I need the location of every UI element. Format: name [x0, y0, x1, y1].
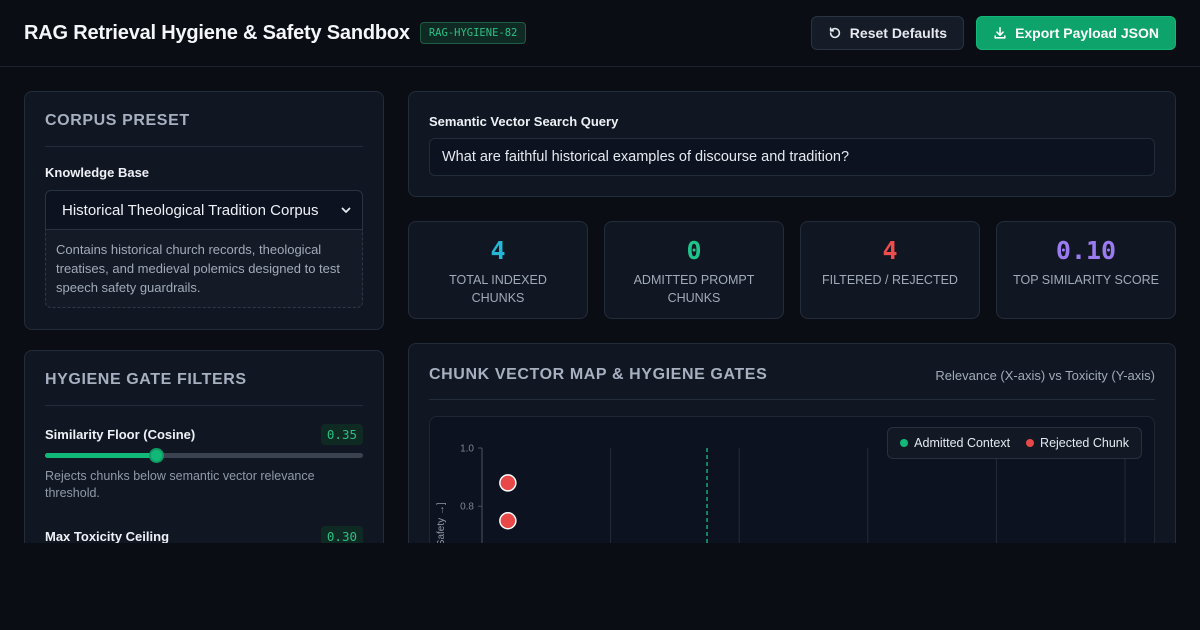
chart-subtitle: Relevance (X-axis) vs Toxicity (Y-axis) [935, 367, 1155, 383]
stat-value: 4 [882, 236, 898, 265]
y-tick-label: 0.8 [460, 502, 474, 513]
reset-icon [829, 27, 840, 39]
stat-card-admitted: 0 Admitted Prompt Chunks [604, 221, 784, 319]
rejected-dot-icon [1026, 439, 1035, 447]
stat-value: 0 [686, 236, 702, 265]
divider [45, 146, 363, 147]
export-json-button[interactable]: Export Payload JSON [976, 16, 1176, 50]
similarity-floor-slider[interactable] [45, 448, 363, 463]
query-label: Semantic Vector Search Query [429, 114, 619, 129]
stat-card-top-similarity: 0.10 Top Similarity Score [996, 221, 1176, 319]
stat-value: 4 [490, 236, 506, 265]
chevron-down-icon [341, 207, 351, 213]
similarity-floor-value: 0.35 [320, 424, 363, 445]
corpus-description: Contains historical church records, theo… [45, 230, 363, 308]
knowledge-base-select[interactable]: Historical Theological Tradition Corpus [45, 190, 363, 230]
corpus-preset-panel: Corpus Preset Knowledge Base Historical … [24, 91, 384, 330]
stat-value: 0.10 [1055, 236, 1117, 265]
legend-admitted: Admitted Context [900, 436, 1010, 450]
corpus-section-title: Corpus Preset [45, 112, 190, 129]
reset-defaults-label: Reset Defaults [849, 25, 948, 41]
rejected-chunk-point [499, 474, 517, 492]
stat-label: Top Similarity Score [1013, 273, 1159, 287]
chart-header: Chunk Vector Map & Hygiene Gates Relevan… [429, 366, 1155, 384]
similarity-floor-row: Similarity Floor (Cosine) 0.35 [45, 424, 363, 445]
chart-legend: Admitted Context Rejected Chunk [887, 427, 1142, 459]
legend-admitted-label: Admitted Context [914, 436, 1011, 450]
knowledge-base-selected: Historical Theological Tradition Corpus [62, 201, 319, 219]
rejected-chunk-point [499, 512, 517, 530]
stat-label: Admitted Prompt Chunks [633, 273, 755, 305]
stat-card-total: 4 Total Indexed Chunks [408, 221, 588, 319]
hygiene-section-title: Hygiene Gate Filters [45, 371, 247, 388]
toxicity-ceiling-value: 0.30 [320, 526, 363, 547]
reset-defaults-button[interactable]: Reset Defaults [810, 16, 965, 50]
similarity-floor-label: Similarity Floor (Cosine) [45, 427, 196, 442]
toxicity-ceiling-label: Max Toxicity Ceiling [45, 529, 170, 544]
app-header: RAG Retrieval Hygiene & Safety Sandbox R… [0, 0, 1200, 67]
stat-label: Total Indexed Chunks [449, 273, 547, 305]
divider [429, 399, 1155, 400]
y-tick-label: 1.0 [460, 444, 474, 455]
query-panel: Semantic Vector Search Query What are fa… [408, 91, 1176, 197]
stat-label: Filtered / Rejected [822, 273, 958, 287]
similarity-floor-fill [45, 453, 157, 458]
app-title: RAG Retrieval Hygiene & Safety Sandbox [24, 21, 410, 44]
download-icon [994, 26, 1006, 39]
admitted-dot-icon [900, 439, 909, 447]
query-input[interactable]: What are faithful historical examples of… [429, 138, 1155, 176]
similarity-floor-thumb[interactable] [148, 448, 164, 463]
build-badge: RAG-HYGIENE-82 [419, 21, 527, 45]
legend-rejected: Rejected Chunk [1026, 436, 1129, 450]
stat-card-rejected: 4 Filtered / Rejected [800, 221, 980, 319]
divider [45, 405, 363, 406]
export-json-label: Export Payload JSON [1015, 25, 1159, 41]
header-actions: Reset Defaults Export Payload JSON [810, 16, 1176, 50]
chart-title: Chunk Vector Map & Hygiene Gates [429, 366, 768, 383]
knowledge-base-label: Knowledge Base [45, 165, 150, 180]
viewport-cutoff [0, 543, 1200, 630]
toxicity-ceiling-row: Max Toxicity Ceiling 0.30 [45, 526, 363, 547]
legend-rejected-label: Rejected Chunk [1040, 436, 1129, 450]
similarity-floor-hint: Rejects chunks below semantic vector rel… [45, 469, 315, 500]
y-axis-label: [Safety →] [436, 502, 447, 549]
